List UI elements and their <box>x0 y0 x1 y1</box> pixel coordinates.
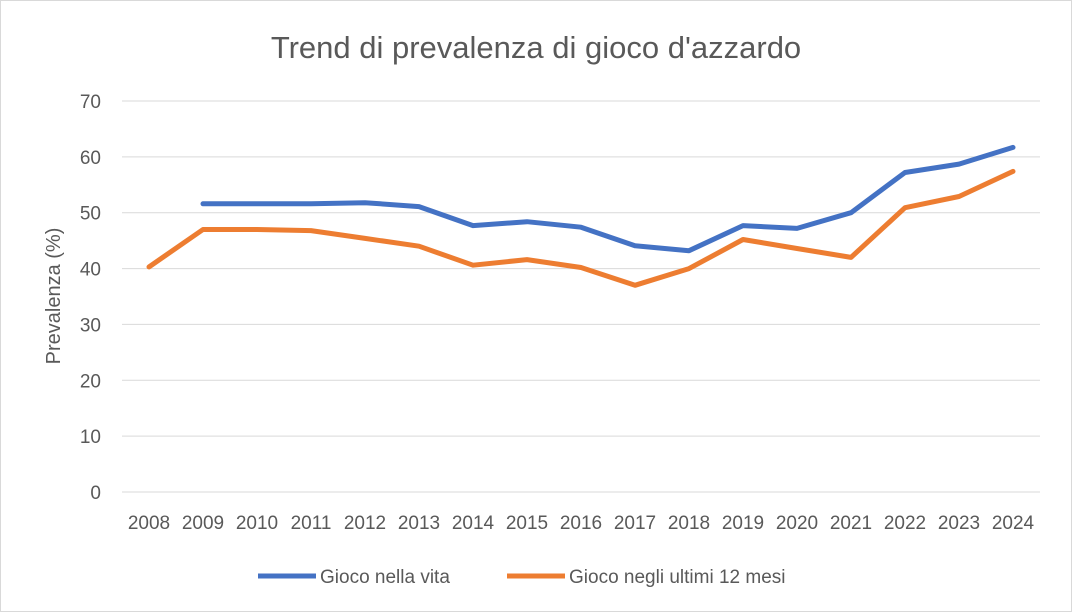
x-tick-label: 2017 <box>614 513 656 534</box>
x-tick-label: 2016 <box>560 513 602 534</box>
x-tick-label: 2013 <box>398 513 440 534</box>
legend-label-0: Gioco nella vita <box>320 567 450 588</box>
x-tick-label: 2019 <box>722 513 764 534</box>
y-tick-label: 0 <box>90 483 101 504</box>
legend: Gioco nella vita Gioco negli ultimi 12 me… <box>258 567 785 588</box>
x-tick-label: 2018 <box>668 513 710 534</box>
chart-title: Trend di prevalenza di gioco d'azzardo <box>271 30 801 65</box>
x-tick-label: 2021 <box>830 513 872 534</box>
y-tick-label: 20 <box>80 371 101 392</box>
x-tick-label: 2009 <box>182 513 224 534</box>
x-axis-ticks: 2008 2009 2010 2011 2012 2013 2014 2015 2016 2017… <box>128 513 1035 534</box>
x-tick-label: 2011 <box>291 513 332 534</box>
legend-label-1: Gioco negli ultimi 12 mesi <box>569 567 785 588</box>
series-line-0 <box>200 144 1016 254</box>
x-tick-label: 2015 <box>506 513 548 534</box>
y-tick-label: 60 <box>80 148 101 169</box>
x-tick-label: 2020 <box>776 513 818 534</box>
y-axis-label: Prevalenza (%) <box>43 228 65 365</box>
y-tick-label: 50 <box>80 204 101 225</box>
y-tick-label: 40 <box>80 260 101 281</box>
x-tick-label: 2012 <box>344 513 386 534</box>
y-tick-label: 30 <box>80 315 101 336</box>
x-tick-label: 2024 <box>992 513 1035 534</box>
x-tick-label: 2014 <box>452 513 495 534</box>
y-tick-label: 10 <box>80 427 101 448</box>
x-tick-label: 2010 <box>236 513 278 534</box>
x-tick-label: 2022 <box>884 513 926 534</box>
y-tick-label: 70 <box>80 92 101 113</box>
x-tick-label: 2008 <box>128 513 170 534</box>
x-tick-label: 2023 <box>938 513 980 534</box>
y-axis-ticks: 0 10 20 30 40 50 60 70 <box>80 92 101 504</box>
series-lines <box>146 144 1016 288</box>
